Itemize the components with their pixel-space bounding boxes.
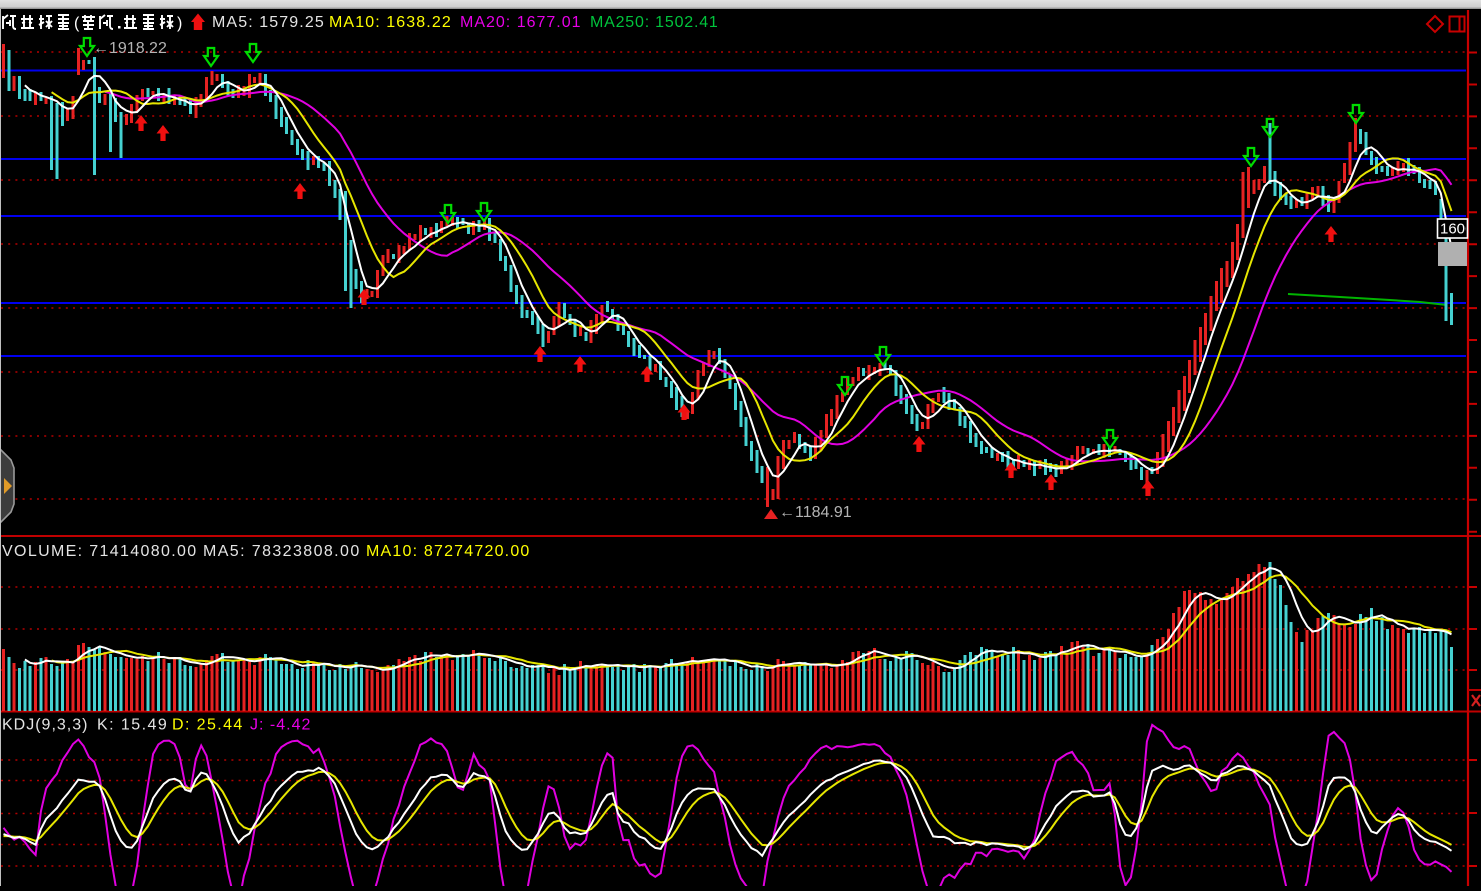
- svg-text:D: 25.44: D: 25.44: [172, 717, 244, 734]
- svg-text:MA20: 1677.01: MA20: 1677.01: [460, 14, 582, 31]
- svg-text:MA10: 1638.22: MA10: 1638.22: [329, 14, 452, 31]
- svg-text:KDJ(9,3,3): KDJ(9,3,3): [2, 717, 88, 734]
- svg-text:MA10: 87274720.00: MA10: 87274720.00: [366, 543, 531, 560]
- svg-text:MA250: 1502.41: MA250: 1502.41: [590, 14, 719, 31]
- svg-text:MA5: 78323808.00: MA5: 78323808.00: [203, 543, 361, 560]
- svg-text:): ): [177, 15, 182, 32]
- svg-text:K: 15.49: K: 15.49: [97, 717, 168, 734]
- svg-text:←1918.22: ←1918.22: [93, 40, 167, 57]
- svg-text:J: -4.42: J: -4.42: [250, 717, 311, 734]
- svg-text:VOLUME: 71414080.00: VOLUME: 71414080.00: [2, 543, 198, 560]
- svg-text:MA5: 1579.25: MA5: 1579.25: [212, 14, 325, 31]
- svg-text:1606: 1606: [1440, 221, 1473, 238]
- svg-text:←1184.91: ←1184.91: [779, 504, 852, 521]
- svg-text:(: (: [74, 15, 80, 32]
